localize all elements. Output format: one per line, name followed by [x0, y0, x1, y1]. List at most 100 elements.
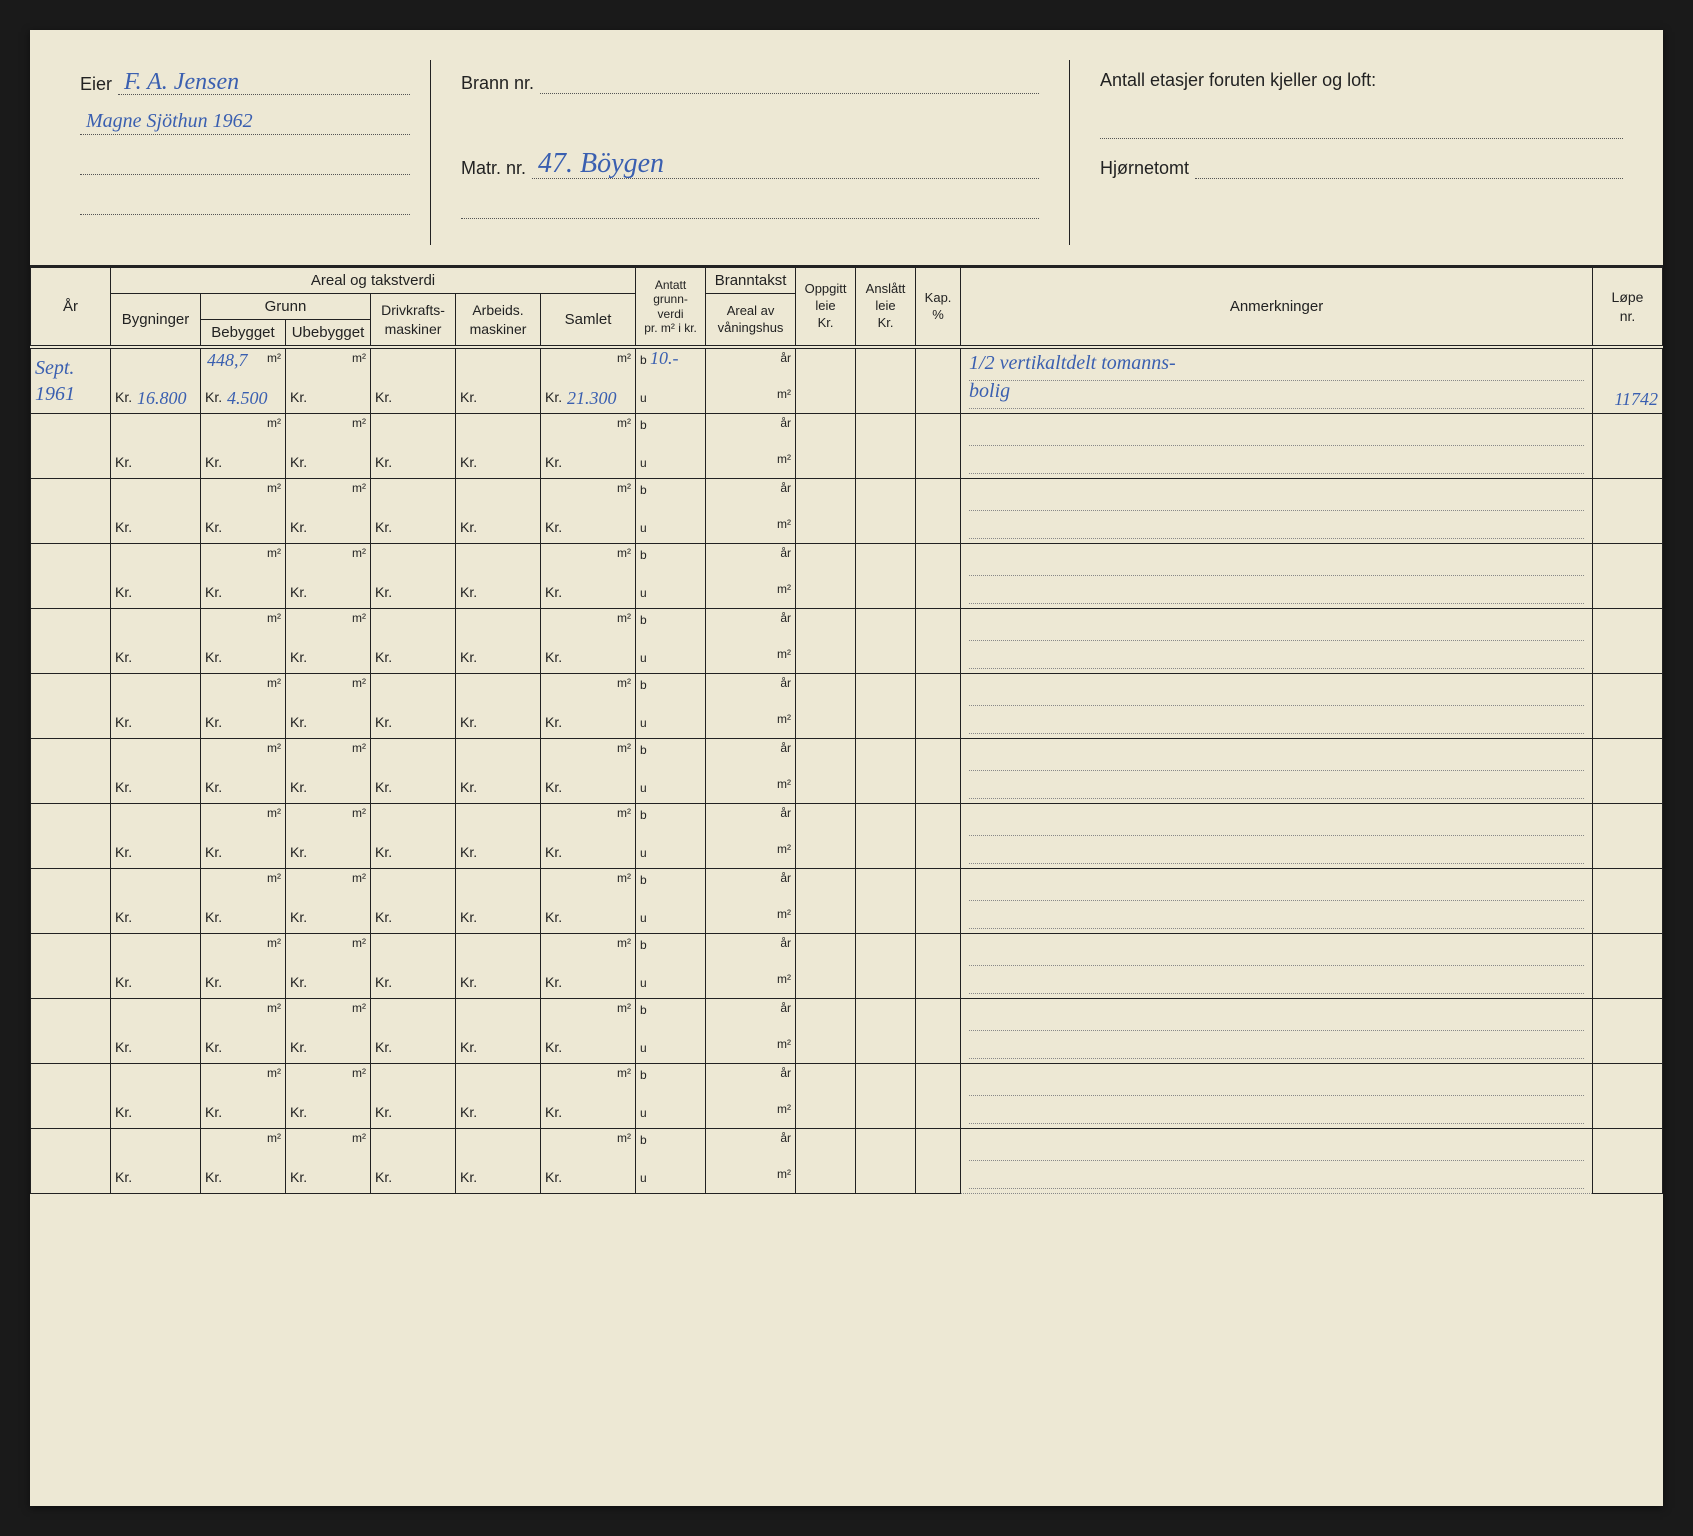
th-anm: Anmerkninger	[961, 268, 1593, 348]
cell-bygninger: Kr.	[111, 1129, 201, 1194]
cell-branntakst: årm²	[706, 414, 796, 479]
cell-anmerkninger	[961, 609, 1593, 674]
cell-antatt: bu	[636, 1064, 706, 1129]
th-ar: År	[31, 268, 111, 348]
cell-anslatt	[856, 999, 916, 1064]
cell-ubebygget: m²Kr.	[286, 479, 371, 544]
cell-oppgitt	[796, 414, 856, 479]
cell-anslatt	[856, 934, 916, 999]
cell-samlet: m²Kr.	[541, 739, 636, 804]
cell-ar	[31, 869, 111, 934]
cell-branntakst: årm²	[706, 479, 796, 544]
th-bebygget: Bebygget	[201, 320, 286, 348]
cell-anmerkninger	[961, 934, 1593, 999]
cell-antatt: bu	[636, 1129, 706, 1194]
cell-arbeids: Kr.	[456, 347, 541, 414]
cell-kap	[916, 739, 961, 804]
cell-ubebygget: m²Kr.	[286, 674, 371, 739]
cell-antatt: bu	[636, 869, 706, 934]
cell-samlet: m²Kr.	[541, 869, 636, 934]
cell-anmerkninger	[961, 869, 1593, 934]
cell-kap	[916, 414, 961, 479]
cell-anmerkninger	[961, 1129, 1593, 1194]
cell-kap	[916, 609, 961, 674]
cell-arbeids: Kr.	[456, 674, 541, 739]
cell-lope	[1593, 999, 1663, 1064]
cell-samlet: m²Kr.	[541, 609, 636, 674]
cell-lope	[1593, 1064, 1663, 1129]
cell-bebygget: m²Kr.	[201, 1129, 286, 1194]
th-branntakst: Branntakst	[706, 268, 796, 294]
cell-anmerkninger	[961, 739, 1593, 804]
cell-anslatt	[856, 544, 916, 609]
cell-drivkrafts: Kr.	[371, 1064, 456, 1129]
cell-lope	[1593, 739, 1663, 804]
cell-bygninger: Kr.	[111, 804, 201, 869]
cell-drivkrafts: Kr.	[371, 869, 456, 934]
cell-arbeids: Kr.	[456, 544, 541, 609]
cell-bebygget: m²Kr.	[201, 804, 286, 869]
cell-lope	[1593, 609, 1663, 674]
cell-branntakst: årm²	[706, 739, 796, 804]
cell-anslatt	[856, 869, 916, 934]
cell-anslatt	[856, 1064, 916, 1129]
cell-bebygget: m²Kr.	[201, 1064, 286, 1129]
cell-arbeids: Kr.	[456, 804, 541, 869]
cell-kap	[916, 674, 961, 739]
cell-branntakst: årm²	[706, 869, 796, 934]
cell-antatt: bu	[636, 544, 706, 609]
th-lope: Løpe nr.	[1593, 268, 1663, 348]
cell-kap	[916, 934, 961, 999]
cell-drivkrafts: Kr.	[371, 347, 456, 414]
cell-ar	[31, 1064, 111, 1129]
cell-ar: Sept. 1961	[31, 347, 111, 414]
cell-kap	[916, 1129, 961, 1194]
cell-oppgitt	[796, 1064, 856, 1129]
cell-arbeids: Kr.	[456, 934, 541, 999]
cell-antatt: bu	[636, 479, 706, 544]
cell-arbeids: Kr.	[456, 869, 541, 934]
cell-anslatt	[856, 804, 916, 869]
cell-bebygget: m²Kr.	[201, 869, 286, 934]
cell-lope	[1593, 804, 1663, 869]
cell-ar	[31, 479, 111, 544]
cell-antatt: bu	[636, 414, 706, 479]
cell-antatt: bu	[636, 674, 706, 739]
eier-blank-2	[80, 191, 410, 215]
main-table-wrap: År Areal og takstverdi Antatt grunn- ver…	[30, 265, 1663, 1194]
cell-ar	[31, 934, 111, 999]
cell-oppgitt	[796, 674, 856, 739]
cell-ubebygget: m²Kr.	[286, 347, 371, 414]
cell-ubebygget: m²Kr.	[286, 1064, 371, 1129]
eier-blank-1	[80, 151, 410, 175]
table-row: Kr.m²Kr.m²Kr.Kr.Kr.m²Kr.buårm²	[31, 804, 1663, 869]
table-row: Kr.m²Kr.m²Kr.Kr.Kr.m²Kr.buårm²	[31, 544, 1663, 609]
cell-bygninger: Kr.	[111, 934, 201, 999]
cell-anmerkninger	[961, 479, 1593, 544]
cell-antatt: bu	[636, 934, 706, 999]
cell-oppgitt	[796, 934, 856, 999]
cell-kap	[916, 999, 961, 1064]
cell-oppgitt	[796, 479, 856, 544]
etasjer-value	[1100, 115, 1623, 139]
cell-bygninger: Kr.	[111, 544, 201, 609]
matr-value: 47. Böygen	[532, 150, 1039, 179]
cell-drivkrafts: Kr.	[371, 1129, 456, 1194]
cell-ar	[31, 804, 111, 869]
table-row: Sept. 1961Kr.16.800m²448,7Kr.4.500m²Kr.K…	[31, 347, 1663, 414]
cell-branntakst: årm²	[706, 1064, 796, 1129]
cell-ubebygget: m²Kr.	[286, 544, 371, 609]
cell-oppgitt	[796, 609, 856, 674]
th-arealav: Areal av våningshus	[706, 294, 796, 348]
cell-lope: 11742	[1593, 347, 1663, 414]
cell-antatt: b10.-u	[636, 347, 706, 414]
cell-bygninger: Kr.	[111, 999, 201, 1064]
th-grunn: Grunn	[201, 294, 371, 320]
cell-anmerkninger	[961, 999, 1593, 1064]
cell-lope	[1593, 479, 1663, 544]
cell-samlet: m²Kr.21.300	[541, 347, 636, 414]
table-body: Sept. 1961Kr.16.800m²448,7Kr.4.500m²Kr.K…	[31, 347, 1663, 1194]
cell-bygninger: Kr.	[111, 869, 201, 934]
table-row: Kr.m²Kr.m²Kr.Kr.Kr.m²Kr.buårm²	[31, 869, 1663, 934]
th-drivkrafts: Drivkrafts- maskiner	[371, 294, 456, 348]
